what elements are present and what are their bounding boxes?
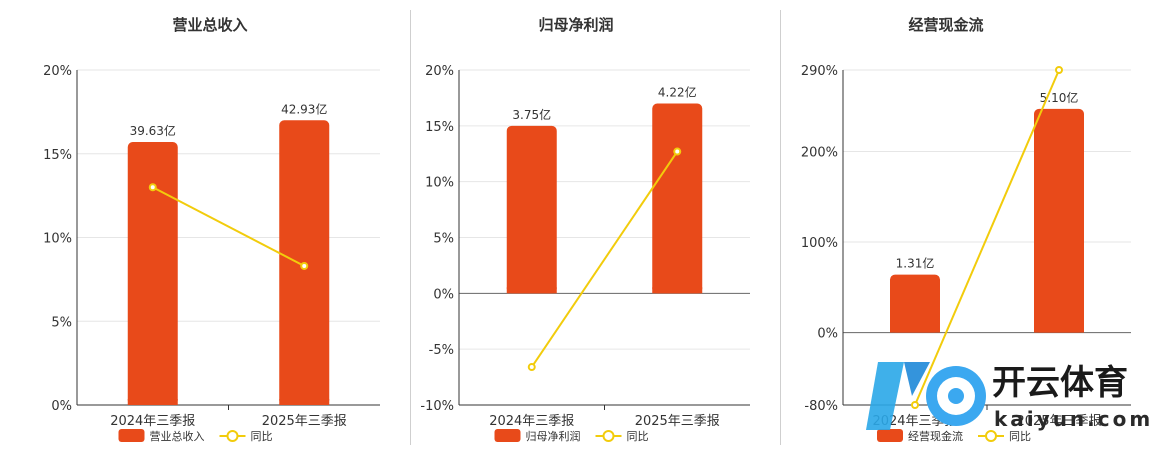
y-tick-label: 200% (801, 145, 838, 160)
y-tick-label: 290% (801, 64, 838, 79)
y-tick-label: 5% (433, 232, 454, 247)
yoy-line (914, 69, 1060, 406)
yoy-point (300, 261, 309, 270)
yoy-line (152, 186, 305, 267)
watermark-logo-icon: 开云体育 kaiyun.com (866, 362, 1153, 431)
bar (890, 274, 940, 333)
legend-line-marker (602, 430, 615, 442)
bar-base (127, 399, 178, 405)
bar (127, 142, 178, 405)
chart-revenue: 营业总收入 0% 5% 10% 15% 20% 39.63亿 2024年三季报 42.93亿 20… (43, 16, 380, 443)
y-tick-label: 5% (51, 315, 72, 330)
yoy-point (527, 363, 536, 372)
y-tick-label: 10% (43, 232, 72, 247)
legend-bar-label: 经营现金流 (908, 429, 963, 443)
bar-data-label: 1.31亿 (896, 256, 935, 271)
legend-bar-swatch (118, 429, 145, 442)
chart-cash-flow: 经营现金流-80%0%100%200%290%1.31亿2024年三季报5.10… (801, 16, 1131, 443)
yoy-point (1055, 66, 1063, 74)
bar (652, 103, 703, 294)
y-tick-label: 20% (425, 64, 454, 79)
yoy-point (911, 401, 919, 409)
bar (1034, 108, 1084, 333)
y-tick-label: 100% (801, 236, 838, 251)
yoy-point (673, 147, 682, 156)
bar-base (652, 287, 703, 294)
chart-title: 营业总收入 (172, 16, 247, 34)
legend-bar-label: 归母净利润 (526, 429, 581, 443)
chart-title: 经营现金流 (908, 16, 983, 34)
watermark-domain-text: kaiyun.com (994, 407, 1153, 431)
legend-bar-swatch (877, 429, 903, 442)
y-tick-label: 20% (43, 64, 72, 79)
y-tick-label: -80% (804, 399, 838, 414)
legend-bar-swatch (494, 429, 521, 442)
bar (506, 125, 557, 294)
bar-base (1034, 326, 1084, 333)
yoy-line (530, 150, 679, 368)
y-tick-label: -5% (429, 343, 454, 358)
y-tick-label: 0% (51, 399, 72, 414)
bar-data-label: 4.22亿 (658, 85, 697, 100)
legend-line-label: 同比 (1009, 430, 1031, 443)
chart-title: 归母净利润 (538, 16, 613, 34)
watermark: 开云体育 kaiyun.com (860, 350, 1160, 440)
chart-net-profit: 归母净利润 -10% -5% 0% 5% 10% 15% 20% 3.75亿 2024年三季报 4.… (420, 16, 750, 443)
y-tick-label: 10% (425, 176, 454, 191)
bar-base (890, 326, 940, 333)
x-tick-label: 2024年三季报 (489, 414, 574, 429)
x-tick-label: 2025年三季报 (635, 414, 720, 429)
legend-line-marker (985, 430, 997, 442)
y-tick-label: 0% (817, 327, 838, 342)
y-tick-label: 0% (433, 287, 454, 302)
legend-line-marker (226, 430, 239, 442)
y-tick-label: 15% (425, 120, 454, 135)
yoy-point (148, 183, 157, 192)
x-tick-label: 2024年三季报 (110, 414, 195, 429)
legend-line-label: 同比 (627, 430, 649, 443)
panel-divider (780, 10, 781, 445)
x-tick-label: 2025年三季报 (262, 414, 347, 429)
bar-data-label: 3.75亿 (512, 107, 551, 122)
x-tick-label: 2025年三季报 (1016, 414, 1101, 429)
legend-bar-label: 营业总收入 (150, 429, 205, 443)
bar-base (506, 287, 557, 294)
bar-data-label: 39.63亿 (130, 123, 176, 138)
y-tick-label: -10% (420, 399, 454, 414)
legend-line-label: 同比 (251, 430, 273, 443)
bar-base (279, 399, 330, 405)
bar-data-label: 42.93亿 (281, 101, 327, 116)
watermark-brand-text: 开云体育 (992, 363, 1128, 403)
y-tick-label: 15% (43, 148, 72, 163)
panel-divider (410, 10, 411, 445)
